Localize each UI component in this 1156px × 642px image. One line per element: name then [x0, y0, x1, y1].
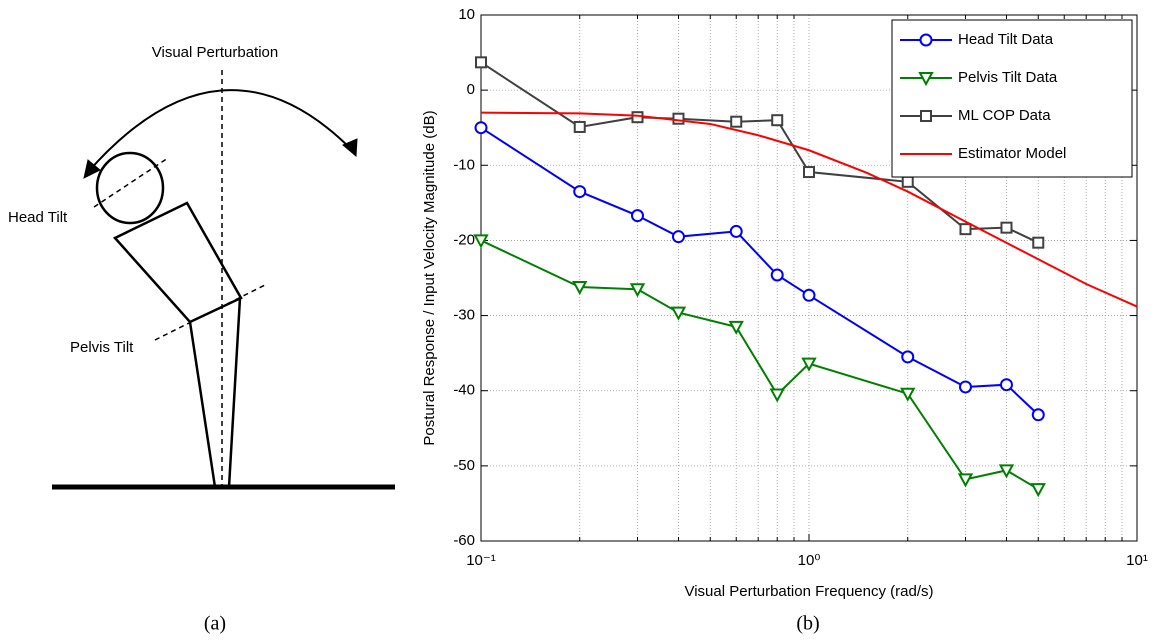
- marker: [771, 114, 784, 127]
- marker: [631, 111, 644, 124]
- marker: [630, 209, 644, 223]
- caption: (a): [204, 613, 226, 635]
- marker: [901, 350, 915, 364]
- arrow-left: [83, 159, 101, 179]
- marker: [629, 283, 646, 298]
- marker: [1000, 221, 1013, 234]
- marker: [959, 223, 972, 236]
- y-axis-label: Postural Response / Input Velocity Magni…: [421, 110, 438, 445]
- marker: [474, 121, 488, 135]
- y-tick-label: -10: [453, 156, 475, 173]
- marker: [803, 166, 815, 179]
- y-tick-label: 10: [458, 6, 475, 23]
- y-tick-label: -50: [453, 457, 475, 474]
- marker: [900, 387, 916, 402]
- marker: [801, 357, 817, 372]
- legend-label: Head Tilt Data: [958, 31, 1054, 48]
- torso: [112, 201, 243, 324]
- series-line: [480, 111, 1138, 308]
- diagram: [52, 70, 395, 490]
- x-axis-label: Visual Perturbation Frequency (rad/s): [684, 583, 933, 600]
- legend-label: Pelvis Tilt Data: [958, 69, 1058, 86]
- marker: [769, 388, 785, 403]
- marker: [670, 306, 687, 321]
- legend-label: ML COP Data: [958, 107, 1051, 124]
- y-tick-label: 0: [467, 81, 475, 98]
- marker: [919, 33, 933, 47]
- marker: [957, 473, 974, 488]
- y-tick-label: -20: [453, 231, 475, 248]
- marker: [671, 230, 685, 244]
- marker: [958, 380, 972, 394]
- head-tilt-line: [93, 157, 169, 208]
- marker: [473, 234, 489, 249]
- marker: [901, 175, 914, 188]
- legend-box: [891, 19, 1133, 178]
- x-tick-label: 10⁻¹: [466, 552, 496, 569]
- perturbation-arc: [87, 89, 353, 173]
- legend-label: Estimator Model: [958, 145, 1066, 162]
- pelvis-tilt-line: [154, 284, 266, 341]
- marker: [475, 56, 487, 69]
- y-tick-label: -60: [453, 532, 475, 549]
- head-label: Head Tilt: [8, 209, 68, 226]
- x-tick-label: 10¹: [1126, 552, 1148, 569]
- marker: [572, 281, 588, 296]
- caption: (b): [796, 613, 819, 635]
- y-tick-label: -40: [453, 382, 475, 399]
- legs: [188, 297, 242, 489]
- marker: [728, 320, 744, 335]
- marker: [1031, 408, 1045, 422]
- marker: [998, 464, 1015, 479]
- marker: [920, 110, 932, 122]
- marker: [672, 112, 685, 125]
- marker: [729, 224, 743, 238]
- marker: [1032, 236, 1045, 249]
- marker: [730, 115, 743, 128]
- marker: [918, 72, 934, 87]
- y-tick-label: -30: [453, 307, 475, 324]
- marker: [573, 120, 586, 133]
- x-tick-label: 10⁰: [798, 552, 821, 569]
- plot-frame: [480, 14, 1138, 542]
- arrow-right: [342, 138, 358, 158]
- diagram-title: Visual Perturbation: [152, 44, 278, 61]
- marker: [1030, 483, 1046, 498]
- marker: [770, 268, 784, 282]
- chart: 10⁻¹ 10⁰ 10¹ -60 -50 -40 -30 -20 -10 0 10 Visual Pe…: [421, 6, 1148, 600]
- marker: [999, 378, 1013, 392]
- marker: [573, 185, 587, 199]
- head: [95, 151, 165, 225]
- pelvis-label: Pelvis Tilt: [70, 339, 134, 356]
- marker: [802, 288, 816, 302]
